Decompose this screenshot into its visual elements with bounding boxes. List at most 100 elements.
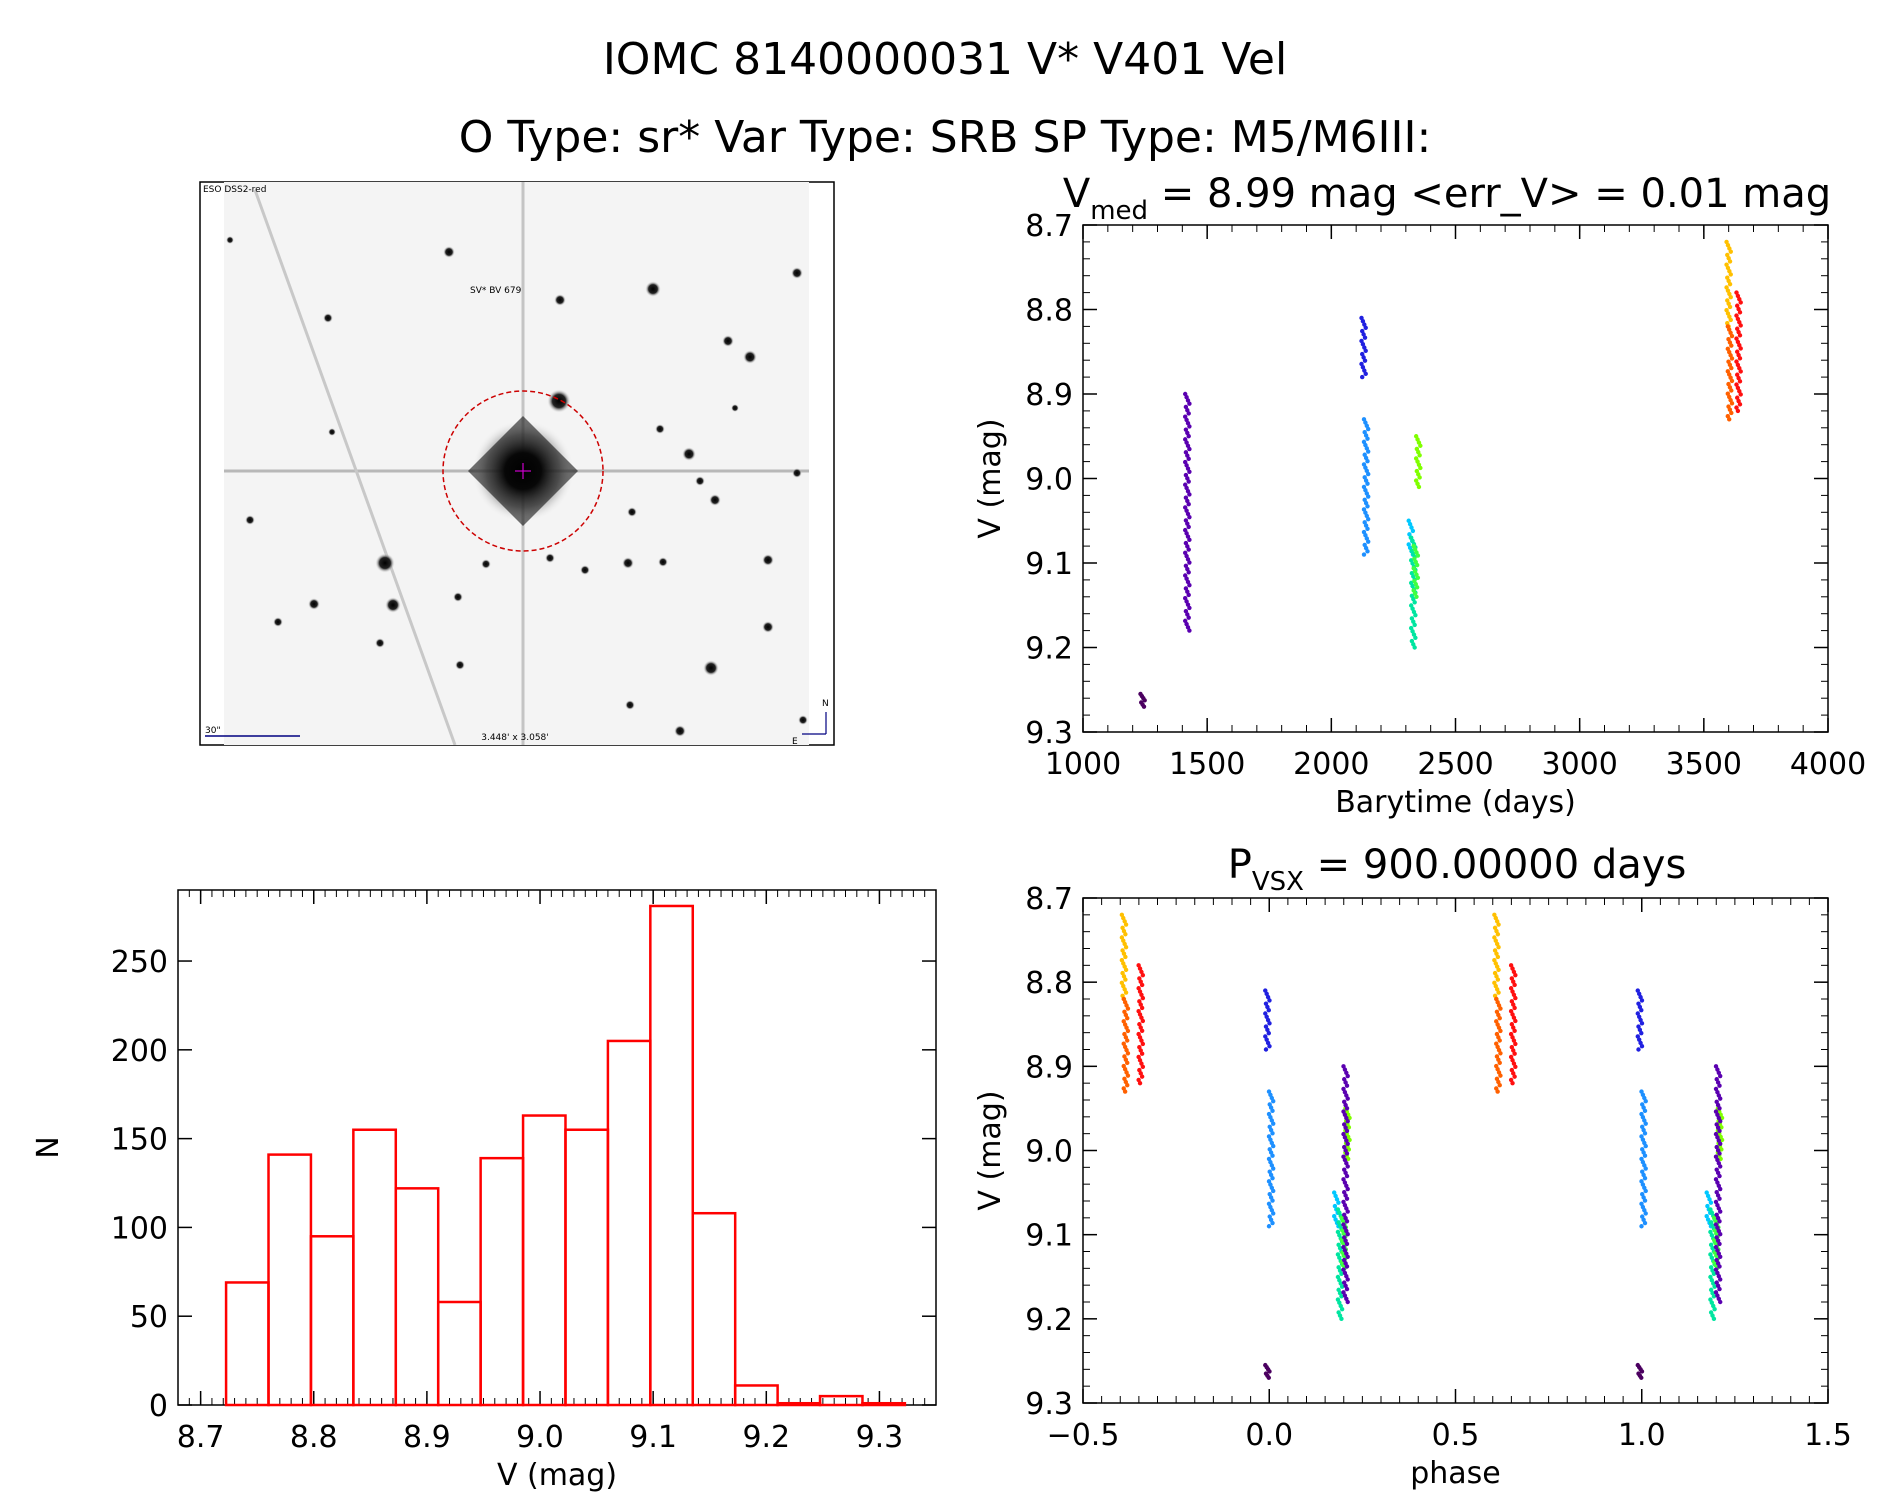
data-point	[1727, 281, 1733, 287]
data-point	[1717, 1128, 1722, 1134]
field-star	[443, 246, 455, 258]
finder-fov-label: 3.448' x 3.058'	[481, 733, 549, 743]
y-tick-label: 0	[149, 1389, 168, 1424]
data-point	[1735, 349, 1740, 354]
data-point	[1643, 1121, 1648, 1126]
y-tick-label: 200	[111, 1034, 168, 1069]
field-star	[245, 515, 255, 525]
data-point	[1636, 1047, 1641, 1052]
data-point	[1719, 1125, 1724, 1130]
data-point	[1345, 1096, 1350, 1101]
data-point	[1344, 1173, 1350, 1179]
data-point	[1639, 1008, 1644, 1013]
histogram-bar	[224, 1281, 270, 1407]
data-point	[1361, 355, 1366, 360]
data-point	[1365, 526, 1370, 531]
data-point	[1140, 1018, 1146, 1024]
data-point	[1366, 471, 1371, 477]
data-point	[1496, 990, 1501, 995]
field-star	[798, 715, 808, 725]
field-star	[375, 553, 395, 573]
data-point	[1729, 401, 1735, 406]
data-point	[1734, 405, 1739, 410]
y-axis-label: N	[31, 1136, 66, 1158]
data-point	[1344, 1196, 1350, 1201]
data-point	[1496, 922, 1501, 927]
data-point-group	[1263, 988, 1272, 1052]
data-point	[1513, 995, 1518, 1001]
data-point	[1332, 1203, 1338, 1209]
data-point	[1736, 306, 1741, 312]
data-point	[1735, 408, 1741, 414]
data-point	[1365, 549, 1370, 554]
data-point	[1362, 322, 1367, 327]
data-point-group	[1136, 963, 1146, 1086]
data-point	[1718, 1209, 1723, 1214]
data-point	[1736, 329, 1741, 335]
data-point	[1123, 954, 1128, 960]
data-point	[1735, 316, 1741, 322]
data-point-group	[1121, 996, 1131, 1094]
data-point	[1333, 1217, 1338, 1222]
data-point	[1140, 995, 1146, 1001]
histogram-bar	[394, 1187, 440, 1407]
histogram-bar	[309, 1235, 355, 1407]
data-point	[1187, 560, 1192, 565]
data-point	[1513, 972, 1518, 978]
data-point	[1186, 411, 1191, 416]
data-point	[1187, 492, 1192, 497]
data-point	[1639, 1044, 1645, 1049]
data-point	[1736, 375, 1741, 381]
field-star	[375, 638, 385, 648]
data-point	[1270, 1153, 1275, 1158]
data-point	[1738, 346, 1743, 351]
data-point-group	[1413, 434, 1423, 490]
data-point	[1406, 542, 1411, 547]
data-point	[1359, 338, 1364, 344]
field-star	[703, 660, 719, 676]
data-point	[1513, 1064, 1518, 1070]
data-point	[1416, 484, 1422, 490]
field-star	[743, 350, 757, 364]
data-point	[1360, 374, 1365, 380]
data-point	[1123, 922, 1129, 927]
data-point	[1125, 1015, 1130, 1021]
x-tick-label: 8.9	[403, 1420, 451, 1455]
x-axis-label: phase	[1410, 1456, 1501, 1491]
figure-subtitle: O Type: sr* Var Type: SRB SP Type: M5/M6…	[459, 112, 1432, 163]
data-point	[1266, 1375, 1271, 1380]
data-point	[1512, 982, 1517, 988]
data-point-group	[1341, 1064, 1350, 1305]
data-point	[1345, 1232, 1350, 1237]
data-point	[1711, 1316, 1717, 1322]
data-point	[1345, 1209, 1350, 1214]
y-tick-label: 8.9	[1025, 1050, 1073, 1085]
data-point	[1712, 1306, 1717, 1312]
data-point-group	[1359, 315, 1368, 380]
field-star	[645, 281, 661, 297]
data-point	[1417, 453, 1422, 458]
data-point	[1735, 362, 1741, 368]
data-point	[1345, 1299, 1350, 1305]
data-point	[1639, 1224, 1644, 1229]
data-point	[1186, 433, 1191, 439]
data-point	[1512, 1051, 1517, 1056]
data-point	[1271, 1166, 1276, 1171]
y-axis-label: V (mag)	[973, 1090, 1008, 1210]
data-point	[1413, 635, 1418, 641]
satellite-trail	[253, 189, 457, 745]
x-axis-label: Barytime (days)	[1335, 785, 1576, 820]
data-point	[1727, 259, 1733, 264]
field-star	[658, 557, 668, 567]
data-point	[1267, 1369, 1272, 1374]
data-point-group	[1494, 996, 1503, 1094]
data-point	[1339, 1294, 1344, 1299]
data-point	[1736, 398, 1741, 404]
data-point	[1643, 1188, 1648, 1194]
compass-east-label: E	[792, 737, 798, 747]
x-tick-label: 1.0	[1618, 1418, 1666, 1453]
data-point	[1362, 368, 1367, 373]
data-point	[1717, 1083, 1722, 1088]
data-point	[1498, 1073, 1503, 1078]
data-point	[1717, 1196, 1722, 1201]
